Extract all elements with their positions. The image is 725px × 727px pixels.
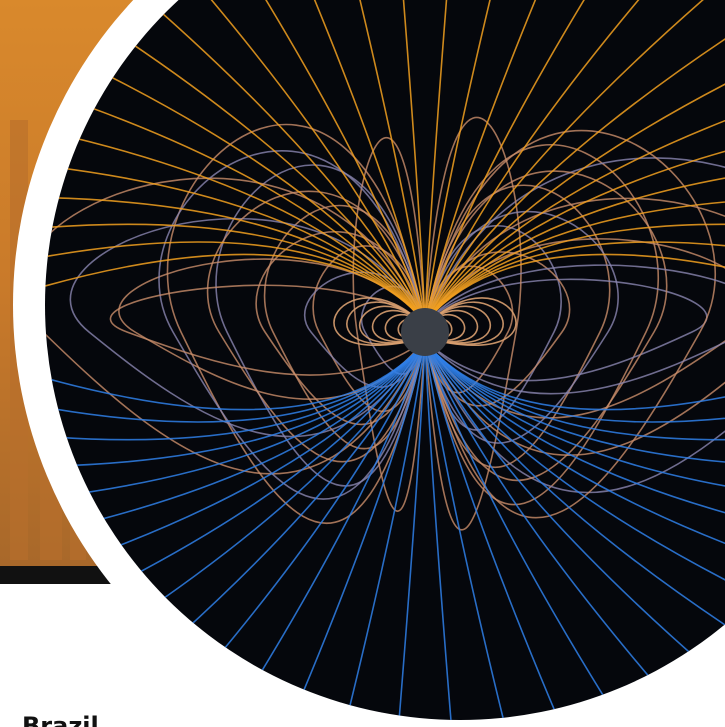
field-line <box>396 341 426 720</box>
field-line <box>333 297 426 347</box>
field-line <box>47 45 426 323</box>
field-line <box>371 309 426 343</box>
field-line <box>424 253 725 333</box>
field-line <box>424 341 725 585</box>
field-line <box>424 223 725 323</box>
field-line <box>158 150 426 500</box>
field-line <box>45 241 426 323</box>
field-line <box>424 0 454 323</box>
field-line <box>424 341 454 720</box>
field-line <box>231 341 426 719</box>
field-line <box>424 129 717 519</box>
field-line <box>424 0 619 323</box>
field-line <box>424 341 725 619</box>
field-line <box>45 223 426 323</box>
field-line <box>118 258 426 401</box>
field-line <box>352 136 426 512</box>
field-line <box>424 278 708 382</box>
field-line <box>45 177 426 475</box>
field-line <box>340 0 426 323</box>
field-line <box>424 116 725 323</box>
field-line <box>255 231 426 426</box>
field-line <box>424 251 571 407</box>
field-line <box>424 341 510 720</box>
field-line <box>45 341 426 441</box>
field-line <box>69 217 426 438</box>
field-line <box>340 341 426 720</box>
field-line <box>180 341 426 701</box>
field-line <box>424 331 725 411</box>
field-line <box>424 341 725 650</box>
field-line <box>424 341 725 548</box>
field-line <box>424 305 492 344</box>
field-line <box>285 0 426 323</box>
field-line <box>231 0 426 323</box>
field-line <box>424 0 670 323</box>
field-line <box>206 190 426 463</box>
field-line <box>424 341 725 468</box>
field-line <box>424 297 517 347</box>
field-line <box>45 341 426 468</box>
field-line <box>424 341 725 441</box>
field-line <box>424 341 670 701</box>
field-line <box>424 0 718 323</box>
field-line <box>45 79 426 323</box>
field-line <box>132 0 426 323</box>
field-line <box>424 157 725 494</box>
field-line <box>424 197 725 456</box>
field-line <box>424 0 565 323</box>
field-line <box>358 305 426 344</box>
field-line <box>424 170 668 482</box>
field-line <box>45 341 426 423</box>
field-line <box>346 301 426 345</box>
field-line <box>424 309 479 343</box>
field-line <box>109 284 426 376</box>
planet <box>401 308 449 356</box>
dark-band <box>0 566 125 584</box>
field-line <box>285 341 426 720</box>
field-line <box>424 156 725 323</box>
field-line <box>45 331 426 411</box>
field-line <box>424 0 510 323</box>
field-line <box>166 123 426 525</box>
space-circle <box>45 0 725 720</box>
field-line <box>424 45 725 323</box>
field-line <box>424 116 522 531</box>
field-line <box>424 79 725 323</box>
field-line <box>396 0 426 323</box>
field-line <box>424 341 565 720</box>
field-line <box>424 14 725 323</box>
field-line <box>424 196 725 323</box>
field-line <box>45 253 426 333</box>
field-line <box>180 0 426 323</box>
field-line <box>424 264 725 395</box>
field-line <box>45 196 426 323</box>
field-line <box>424 341 725 508</box>
field-line <box>424 341 718 677</box>
field-line <box>424 238 725 419</box>
field-line <box>424 301 504 345</box>
field-line <box>87 14 426 323</box>
caption: Brazil <box>22 712 99 727</box>
field-line <box>424 341 619 719</box>
